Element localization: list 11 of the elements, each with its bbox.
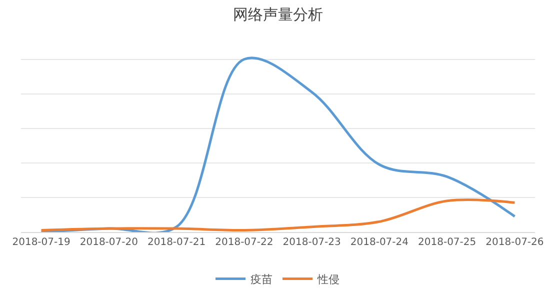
x-tick-label: 2018-07-20 — [80, 237, 138, 248]
legend-label: 性侵 — [316, 273, 340, 286]
x-tick-label: 2018-07-21 — [147, 237, 206, 248]
x-tick-label: 2018-07-26 — [486, 237, 544, 248]
x-tick-label: 2018-07-22 — [215, 237, 274, 248]
legend-label: 疫苗 — [250, 273, 272, 286]
x-tick-label: 2018-07-25 — [418, 237, 476, 248]
chart-title: 网络声量分析 — [233, 6, 323, 24]
x-tick-label: 2018-07-23 — [282, 237, 341, 248]
x-tick-label: 2018-07-19 — [12, 237, 70, 248]
x-tick-label: 2018-07-24 — [350, 237, 409, 248]
